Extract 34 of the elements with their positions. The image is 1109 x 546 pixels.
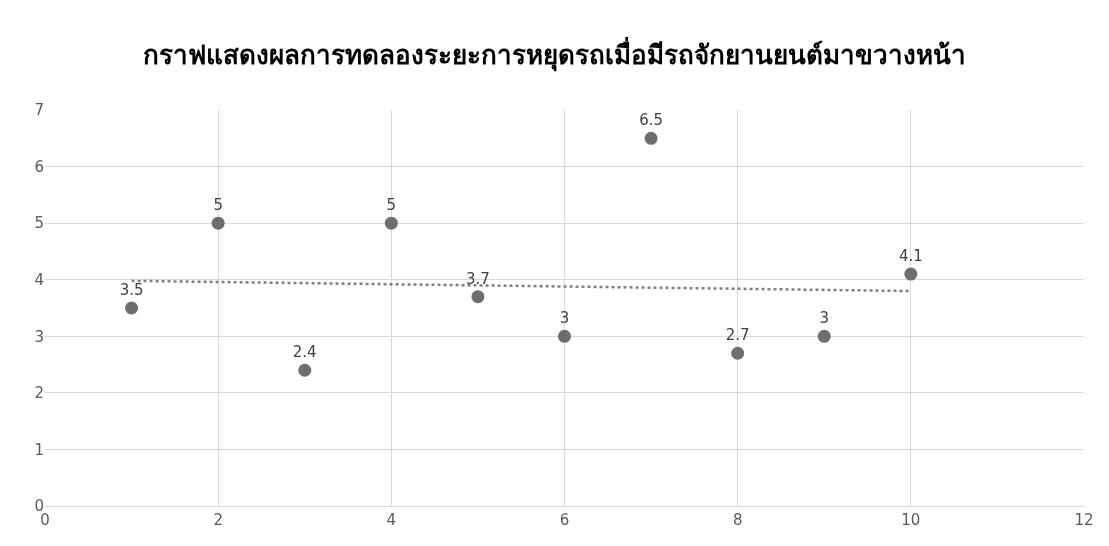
y-tick-label: 2 [34, 384, 44, 403]
chart-title: กราฟแสดงผลการทดลองระยะการหยุดรถเมื่อมีรถจักยานยนต์มาขวางหน้า [143, 35, 966, 72]
point [211, 216, 225, 230]
x-tick-label: 8 [732, 511, 743, 529]
x-tick-label: 10 [901, 511, 921, 529]
data-label: 4.1 [898, 247, 923, 266]
data-label: 3.5 [119, 281, 144, 300]
y-tick-label: 6 [34, 157, 44, 176]
data-label: 2.7 [725, 326, 750, 345]
point [817, 329, 831, 343]
point [384, 216, 398, 230]
data-label: 6.5 [639, 111, 664, 130]
y-tick-label: 5 [34, 214, 44, 233]
data-label: 3 [819, 309, 830, 328]
x-tick-label: 4 [386, 511, 397, 529]
data-label: 3.7 [465, 269, 490, 288]
data-label: 3 [559, 309, 570, 328]
point [904, 267, 918, 281]
y-tick-label: 1 [34, 440, 44, 459]
point [125, 301, 139, 315]
y-tick-label: 3 [34, 327, 44, 346]
x-tick-label: 6 [559, 511, 570, 529]
data-label: 5 [386, 196, 397, 215]
point [731, 346, 745, 360]
point [644, 131, 658, 145]
x-tick-label: 2 [213, 511, 223, 529]
point [558, 329, 571, 343]
data-label: 5 [213, 196, 223, 215]
data-label: 2.4 [292, 343, 317, 362]
x-tick-label: 12 [1074, 511, 1094, 529]
y-tick-label: 7 [34, 101, 44, 120]
point [298, 363, 312, 377]
y-tick-label: 4 [34, 270, 44, 289]
point [471, 290, 485, 304]
